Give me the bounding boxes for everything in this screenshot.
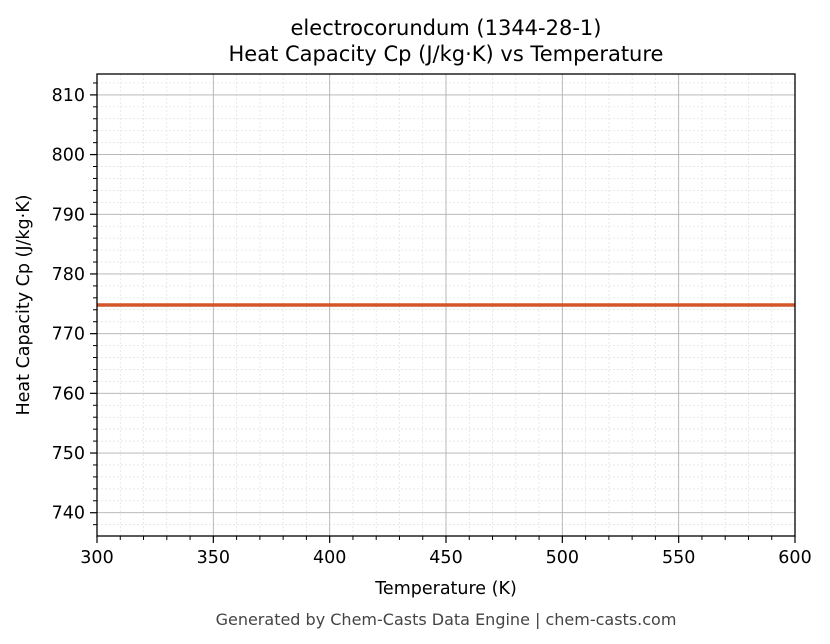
x-axis-label: Temperature (K) xyxy=(374,579,517,599)
y-axis-label: Heat Capacity Cp (J/kg·K) xyxy=(14,195,34,416)
y-tick-label: 750 xyxy=(52,444,85,464)
x-tick-label: 500 xyxy=(546,548,579,568)
y-tick-labels: 740 750 760 770 780 790 800 810 xyxy=(52,86,85,524)
y-tick-label: 780 xyxy=(52,265,85,285)
axis-ticks xyxy=(90,82,796,543)
y-tick-label: 790 xyxy=(52,205,85,225)
y-tick-label: 810 xyxy=(52,86,85,106)
chart-title: electrocorundum (1344-28-1) xyxy=(291,16,602,40)
x-tick-label: 550 xyxy=(662,548,695,568)
x-tick-label: 400 xyxy=(313,548,346,568)
footer-credit: Generated by Chem-Casts Data Engine | ch… xyxy=(216,610,677,629)
y-tick-label: 770 xyxy=(52,325,85,345)
x-tick-labels: 300 350 400 450 500 550 600 xyxy=(80,548,811,568)
y-tick-label: 760 xyxy=(52,384,85,404)
x-tick-label: 300 xyxy=(80,548,113,568)
y-tick-label: 740 xyxy=(52,504,85,524)
x-tick-label: 450 xyxy=(429,548,462,568)
x-tick-label: 600 xyxy=(778,548,811,568)
y-tick-label: 800 xyxy=(52,146,85,166)
x-tick-label: 350 xyxy=(197,548,230,568)
chart-subtitle: Heat Capacity Cp (J/kg·K) vs Temperature xyxy=(229,42,664,66)
